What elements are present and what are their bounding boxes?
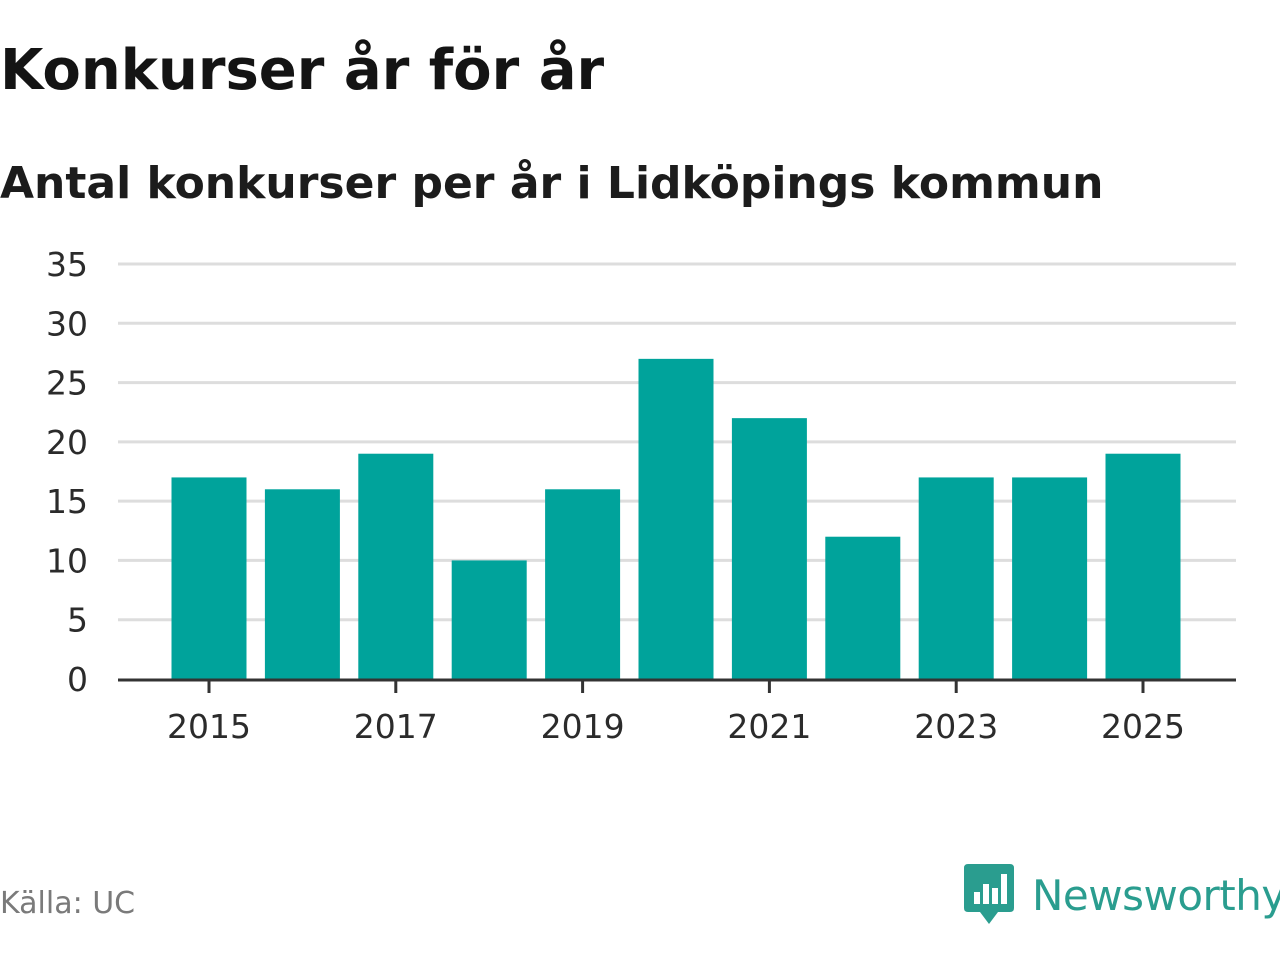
x-tick-label: 2021 <box>727 707 811 746</box>
bar-2021 <box>731 418 807 679</box>
bar-2017 <box>358 453 434 679</box>
bar-2015 <box>171 477 247 679</box>
bar-2016 <box>264 489 340 679</box>
chart-title: Konkurser år för år <box>0 38 605 103</box>
y-tick-label: 15 <box>46 482 88 521</box>
y-tick-label: 20 <box>46 423 88 462</box>
chart-subtitle: Antal konkurser per år i Lidköpings komm… <box>0 158 1104 209</box>
bar-2020 <box>638 358 714 679</box>
bar-2024 <box>1012 477 1088 679</box>
y-tick-label: 35 <box>46 245 88 284</box>
brand-logo: Newsworthy <box>964 864 1280 926</box>
y-tick-label: 30 <box>46 304 88 343</box>
y-tick-label: 0 <box>67 660 88 699</box>
x-tick-label: 2025 <box>1101 707 1185 746</box>
brand-name: Newsworthy <box>1032 870 1280 920</box>
x-tick-label: 2015 <box>167 707 251 746</box>
x-axis-ticks: 2015 2017 2019 2021 2023 2025 <box>167 680 1185 746</box>
x-tick-label: 2023 <box>914 707 998 746</box>
bar-2019 <box>545 489 621 679</box>
source-note: Källa: UC <box>0 886 136 921</box>
y-tick-label: 25 <box>46 364 88 403</box>
bar-2018 <box>451 560 527 679</box>
bar-2025 <box>1105 453 1181 679</box>
x-tick-label: 2019 <box>541 707 625 746</box>
x-tick-label: 2017 <box>354 707 438 746</box>
bars <box>171 358 1181 679</box>
bar-2023 <box>918 477 994 679</box>
bar-2022 <box>825 536 901 679</box>
y-axis-ticks: 0 5 10 15 20 25 30 35 <box>46 245 88 699</box>
y-tick-label: 5 <box>67 601 88 640</box>
y-tick-label: 10 <box>46 541 88 580</box>
newsworthy-logo-icon <box>964 864 1014 924</box>
